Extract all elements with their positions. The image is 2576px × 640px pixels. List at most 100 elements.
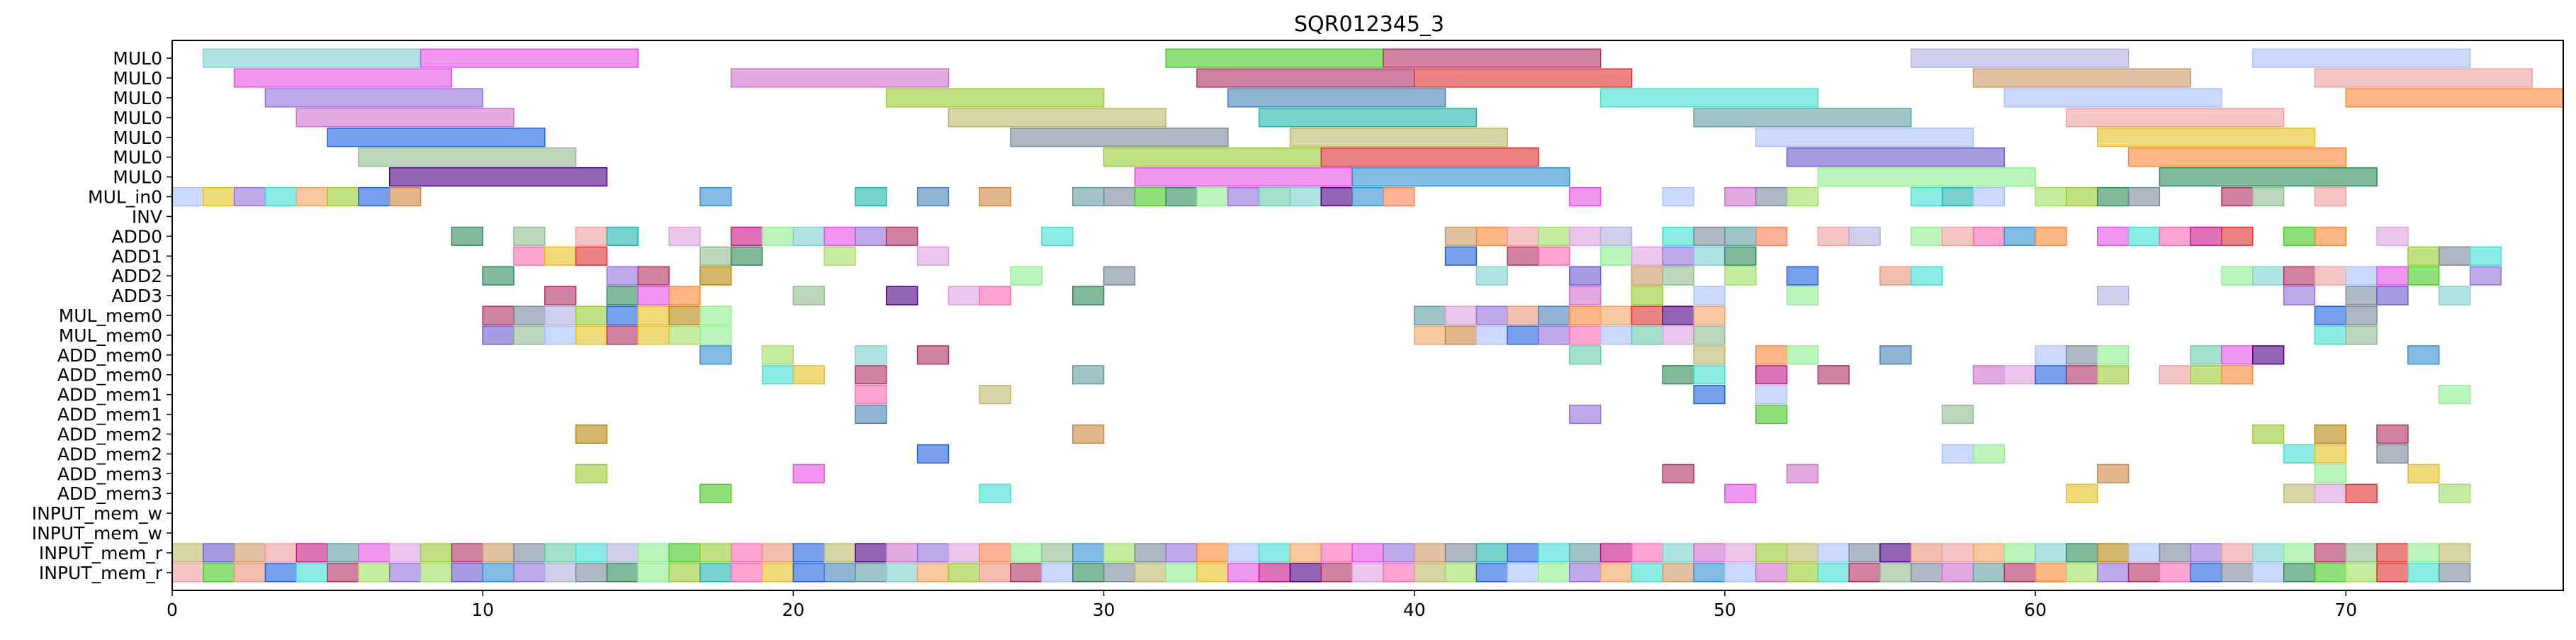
gantt-bar-413 [2066,563,2098,583]
gantt-bar-56 [1258,186,1291,207]
y-tick-label-11: ADD2 [111,266,162,286]
gantt-bar-193 [544,325,577,345]
gantt-bar-303 [947,543,981,563]
gantt-bar-422 [2345,563,2378,583]
gantt-bar-241 [2190,365,2222,385]
gantt-bar-14 [1227,88,1446,108]
gantt-bar-203 [1538,325,1570,345]
gantt-bar-323 [1569,543,1602,563]
chart-title: SQR012345_3 [1294,12,1444,37]
gantt-bar-62 [1662,186,1694,207]
gantt-bar-185 [1599,305,1633,325]
gantt-bar-67 [1941,186,1974,207]
gantt-bar-81 [730,226,763,246]
gantt-bar-188 [1693,305,1726,325]
gantt-bar-158 [886,286,918,305]
gantt-bar-171 [482,305,514,325]
gantt-bar-47 [855,186,887,207]
gantt-bar-256 [2376,424,2409,444]
y-tick-label-8: INV [132,206,162,227]
gantt-bar-142 [1786,266,1819,286]
gantt-bar-0 [203,48,422,68]
gantt-bar-286 [420,543,453,563]
y-tick-label-24: INPUT_mem_w [32,523,162,544]
gantt-bar-377 [947,563,981,583]
gantt-bar-326 [1662,543,1694,563]
gantt-bar-384 [1165,563,1198,583]
gantt-bar-420 [2283,563,2316,583]
gantt-bar-32 [2127,147,2347,167]
plot-frame [171,40,2564,591]
gantt-bar-306 [1041,543,1074,563]
gantt-bar-194 [575,325,608,345]
gantt-bar-74 [2252,186,2285,207]
gantt-bar-118 [823,246,856,266]
gantt-bar-272 [1724,483,1757,503]
gantt-bar-72 [2127,186,2161,207]
gantt-bar-356 [296,563,328,583]
gantt-bar-108 [2190,226,2222,246]
gantt-bar-26 [1755,128,1974,147]
gantt-bar-308 [1103,543,1136,563]
gantt-bar-375 [886,563,918,583]
y-tick-label-18: ADD_mem1 [57,405,162,425]
x-tick-label-4: 40 [1403,600,1426,620]
gantt-bar-50 [1072,186,1105,207]
gantt-bar-186 [1631,305,1664,325]
gantt-bar-313 [1258,543,1291,563]
gantt-bar-70 [2066,186,2098,207]
gantt-bar-150 [2376,266,2409,286]
gantt-bar-98 [1817,226,1850,246]
gantt-bar-367 [637,563,670,583]
gantt-bar-388 [1289,563,1322,583]
y-axis-labels: MUL0MUL0MUL0MUL0MUL0MUL0MUL0MUL_in0INVAD… [32,48,172,583]
gantt-bar-52 [1134,186,1166,207]
gantt-bar-168 [2345,286,2378,305]
gantt-bar-266 [1786,464,1819,483]
gantt-bar-350 [2407,543,2440,563]
x-tick-label-5: 50 [1714,600,1736,620]
gantt-bar-216 [1693,345,1726,365]
gantt-bar-85 [855,226,887,246]
gantt-bar-135 [1010,266,1042,286]
gantt-bar-292 [606,543,639,563]
gantt-bar-122 [1538,246,1570,266]
gantt-bar-369 [699,563,732,583]
y-tick-label-7: MUL_in0 [88,187,162,208]
gantt-bar-179 [1413,305,1446,325]
gantt-bar-305 [1010,543,1042,563]
gantt-bar-234 [1817,365,1850,385]
gantt-bar-297 [761,543,794,563]
gantt-bar-128 [2407,246,2440,266]
gantt-bar-262 [2376,444,2409,464]
gantt-bar-27 [2096,128,2316,147]
gantt-bar-225 [2252,345,2285,365]
gantt-bar-331 [1817,543,1850,563]
gantt-bar-130 [2469,246,2502,266]
gantt-bar-299 [823,543,856,563]
gantt-bar-410 [1972,563,2006,583]
gantt-bar-2 [1165,48,1384,68]
gantt-bar-184 [1569,305,1602,325]
gantt-bar-7 [730,68,950,88]
gantt-bar-336 [1972,543,2006,563]
gantt-bar-44 [358,186,390,207]
gantt-bar-269 [2407,464,2440,483]
y-tick-label-14: MUL_mem0 [59,325,162,346]
gantt-bar-134 [699,266,732,286]
gantt-bar-417 [2190,563,2222,583]
gantt-bar-414 [2096,563,2130,583]
gantt-bar-154 [606,286,639,305]
gantt-bar-245 [1693,385,1726,405]
gantt-bar-393 [1444,563,1478,583]
gantt-bar-157 [792,286,825,305]
gantt-bar-37 [2159,167,2378,187]
y-tick-label-21: ADD_mem3 [57,464,162,484]
gantt-bar-195 [606,325,639,345]
gantt-bar-247 [2438,385,2471,405]
gantt-bar-385 [1196,563,1229,583]
gantt-bar-416 [2159,563,2191,583]
gantt-bar-42 [296,186,328,207]
gantt-bar-33 [388,167,608,187]
gantt-bar-236 [2003,365,2036,385]
